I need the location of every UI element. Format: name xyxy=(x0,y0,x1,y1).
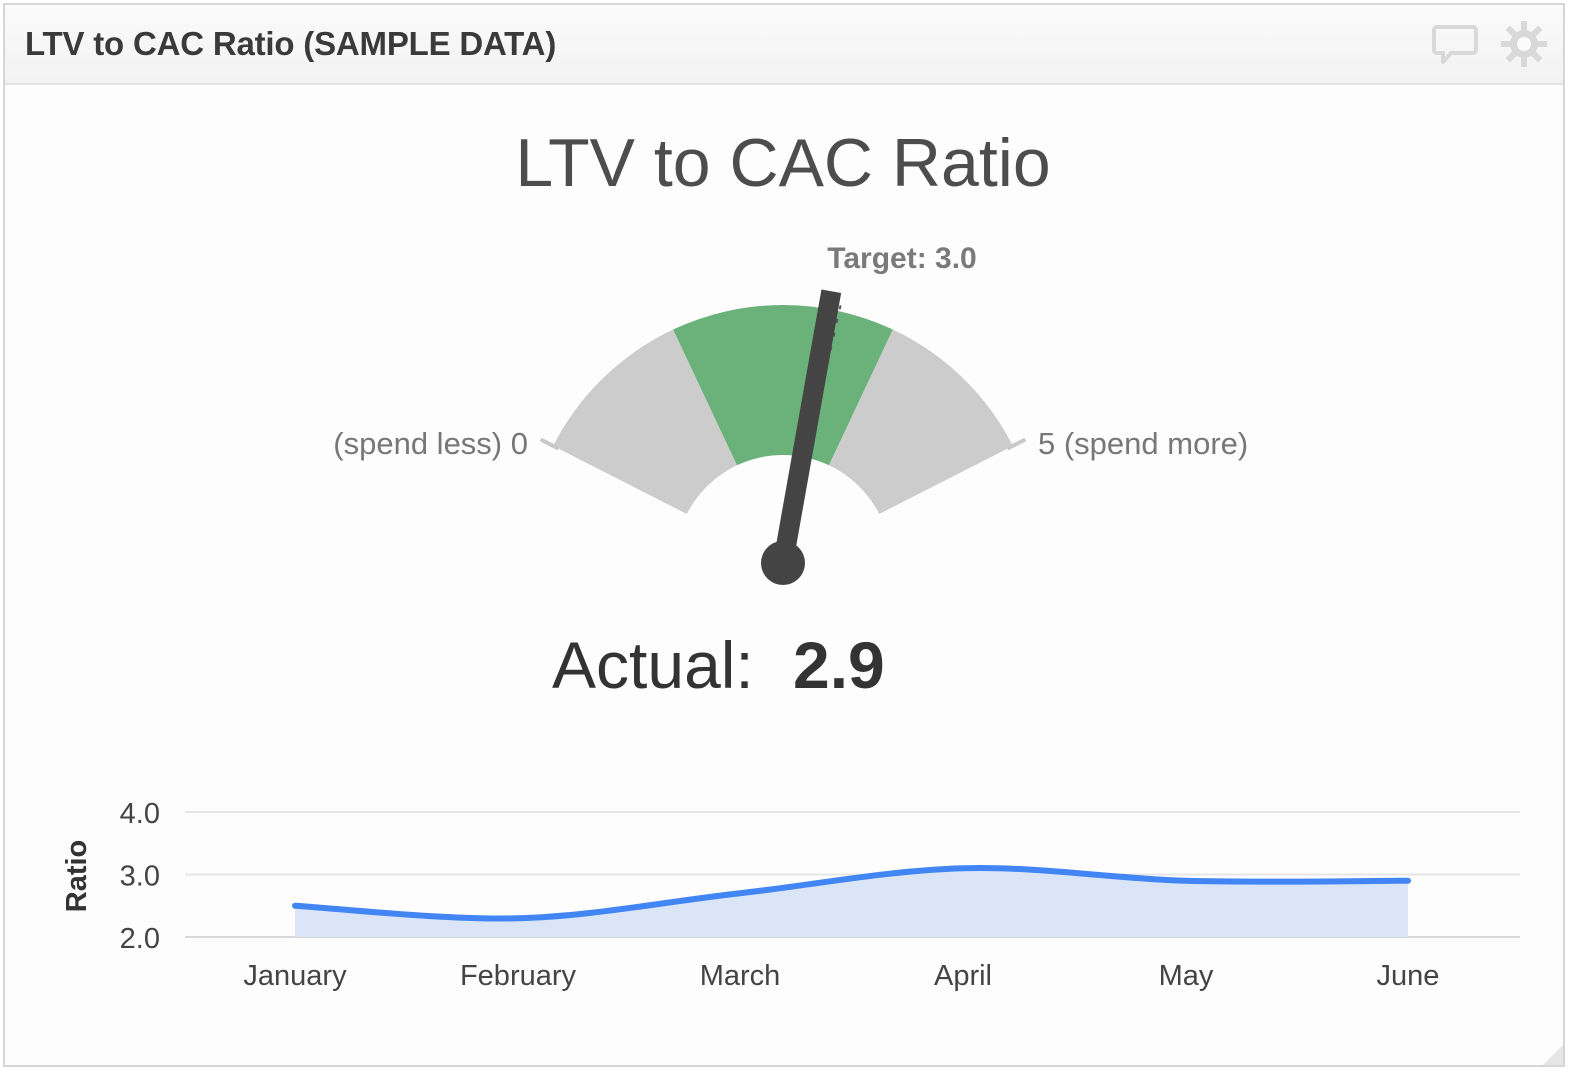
gauge-bands xyxy=(553,304,1013,514)
gauge-target-label: Target: 3.0 xyxy=(827,242,977,275)
x-tick-label: March xyxy=(700,960,781,992)
gear-icon[interactable] xyxy=(1499,19,1549,69)
x-tick-label: January xyxy=(243,960,347,992)
x-tick-label: May xyxy=(1159,960,1214,992)
comment-icon[interactable] xyxy=(1431,19,1481,69)
x-tick-label: February xyxy=(460,960,577,992)
needle-shaft xyxy=(773,289,842,565)
trend-area-fill xyxy=(295,868,1408,937)
trend-line xyxy=(292,865,1411,922)
widget-title: LTV to CAC Ratio (SAMPLE DATA) xyxy=(25,25,557,62)
gauge-needle xyxy=(761,289,842,585)
gauge-band-2 xyxy=(828,329,1013,514)
gauge-target-marker xyxy=(814,299,843,419)
trend-y-axis-title: Ratio xyxy=(61,840,93,913)
gauge-title: LTV to CAC Ratio xyxy=(515,125,1050,201)
trend-x-axis: January February March April May June xyxy=(243,960,1439,992)
widget-header: LTV to CAC Ratio (SAMPLE DATA) xyxy=(5,5,1563,85)
gauge-band-0 xyxy=(553,329,738,514)
header-actions xyxy=(1431,19,1549,69)
y-tick-label: 3.0 xyxy=(120,861,160,893)
needle-hub xyxy=(761,541,805,585)
y-tick-label: 4.0 xyxy=(120,798,160,830)
actual-label: Actual: xyxy=(552,628,754,702)
actual-value: 2.9 xyxy=(793,628,885,702)
x-tick-label: June xyxy=(1377,960,1440,992)
actual-readout: Actual: 2.9 xyxy=(552,628,885,702)
gauge-min-label: (spend less) 0 xyxy=(333,426,528,461)
gauge-end-ticks xyxy=(539,437,1027,451)
x-tick-label: April xyxy=(934,960,992,992)
y-tick-label: 2.0 xyxy=(120,923,160,955)
gauge-max-label: 5 (spend more) xyxy=(1038,426,1248,461)
resize-handle[interactable] xyxy=(1539,1041,1563,1065)
trend-y-axis: 4.0 3.0 2.0 xyxy=(120,798,160,955)
gauge-min-tick xyxy=(539,437,560,451)
gauge-max-tick xyxy=(1006,437,1027,451)
gauge-band-1 xyxy=(673,304,893,466)
